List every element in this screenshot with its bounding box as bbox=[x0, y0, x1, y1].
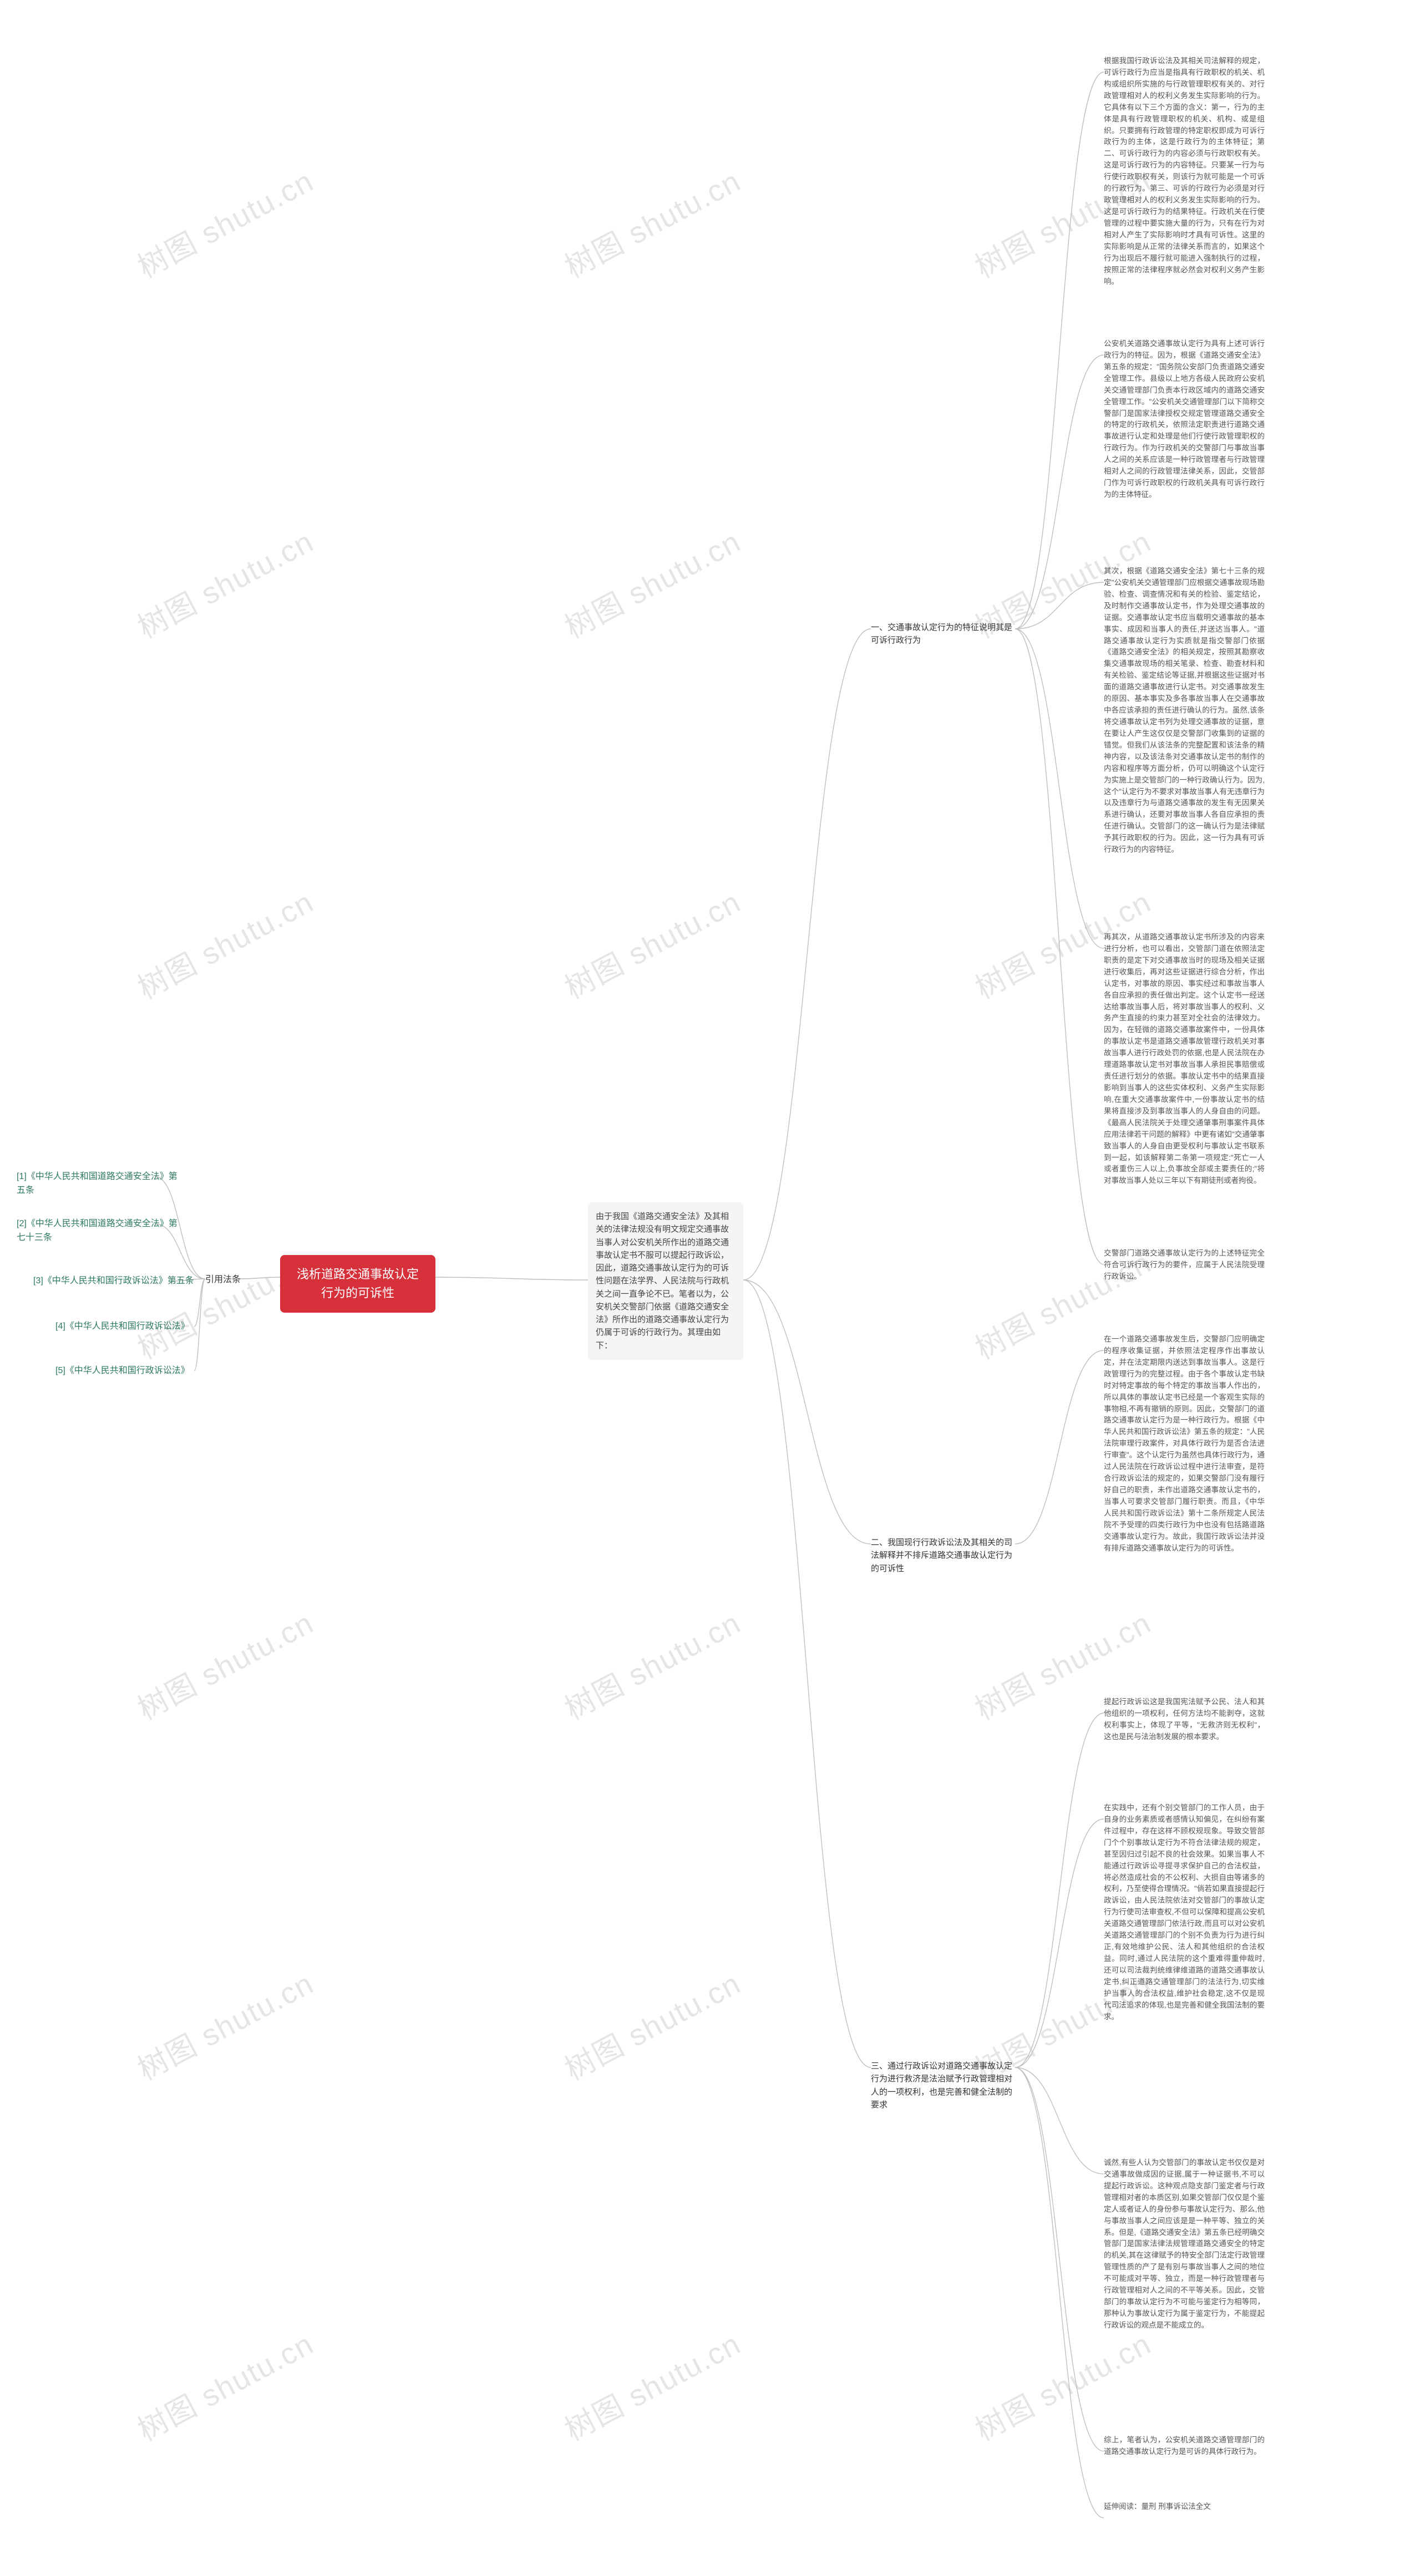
paragraph: 延伸阅读：量刑 刑事诉讼法全文 bbox=[1104, 2501, 1265, 2513]
section-head: 三、通过行政诉讼对道路交通事故认定行为进行救济是法治赋予行政管理相对人的一项权利… bbox=[871, 2060, 1015, 2111]
ref-item: [3]《中华人民共和国行政诉讼法》第五条 bbox=[33, 1274, 194, 1288]
ref-item: [1]《中华人民共和国道路交通安全法》第五条 bbox=[17, 1170, 178, 1198]
paragraph: 其次，根据《道路交通安全法》第七十三条的规定"公安机关交通管理部门应根据交通事故… bbox=[1104, 566, 1265, 856]
watermark: 树图 shutu.cn bbox=[966, 2320, 1158, 2450]
watermark: 树图 shutu.cn bbox=[129, 517, 320, 647]
root-node: 浅析道路交通事故认定行为的可诉性 bbox=[280, 1255, 435, 1313]
watermark: 树图 shutu.cn bbox=[556, 1599, 747, 1729]
section-head: 一、交通事故认定行为的特征说明其是可诉行政行为 bbox=[871, 621, 1015, 647]
root-title: 浅析道路交通事故认定行为的可诉性 bbox=[297, 1267, 419, 1300]
paragraph: 综上，笔者认为，公安机关道路交通管理部门的道路交通事故认定行为是可诉的具体行政行… bbox=[1104, 2435, 1265, 2458]
watermark: 树图 shutu.cn bbox=[129, 157, 320, 287]
paragraph: 提起行政诉讼这是我国宪法赋予公民、法人和其他组织的一项权利，任何方法均不能剥夺，… bbox=[1104, 1696, 1265, 1743]
refs-label: 引用法条 bbox=[205, 1273, 241, 1287]
paragraph: 在一个道路交通事故发生后，交警部门应明确定的程序收集证据，并依照法定程序作出事故… bbox=[1104, 1334, 1265, 1554]
paragraph: 根据我国行政诉讼法及其相关司法解释的规定，可诉行政行为应当是指具有行政职权的机关… bbox=[1104, 55, 1265, 287]
watermark: 树图 shutu.cn bbox=[129, 1959, 320, 2089]
watermark: 树图 shutu.cn bbox=[129, 2320, 320, 2450]
watermark: 树图 shutu.cn bbox=[556, 157, 747, 287]
watermark: 树图 shutu.cn bbox=[129, 1599, 320, 1729]
paragraph: 在实践中，还有个别交管部门的工作人员，由于自身的业务素质或者感情认知偏见，在纠纷… bbox=[1104, 1802, 1265, 2023]
watermark: 树图 shutu.cn bbox=[556, 878, 747, 1008]
refs-label-text: 引用法条 bbox=[205, 1275, 241, 1284]
watermark: 树图 shutu.cn bbox=[556, 1959, 747, 2089]
watermark: 树图 shutu.cn bbox=[556, 517, 747, 647]
paragraph: 诚然,有些人认为交管部门的事故认定书仅仅是对交通事故做成因的证据,属于一种证据书… bbox=[1104, 2157, 1265, 2331]
intro-box: 由于我国《道路交通安全法》及其相关的法律法规没有明文规定交通事故当事人对公安机关… bbox=[588, 1202, 743, 1360]
ref-item: [5]《中华人民共和国行政诉讼法》 bbox=[55, 1364, 190, 1378]
paragraph: 交警部门道路交通事故认定行为的上述特征完全符合可诉行政行为的要件，应属于人民法院… bbox=[1104, 1248, 1265, 1283]
ref-item: [2]《中华人民共和国道路交通安全法》第七十三条 bbox=[17, 1217, 178, 1245]
watermark: 树图 shutu.cn bbox=[129, 878, 320, 1008]
ref-item: [4]《中华人民共和国行政诉讼法》 bbox=[55, 1320, 190, 1334]
paragraph: 公安机关道路交通事故认定行为具有上述可诉行政行为的特征。因为，根据《道路交通安全… bbox=[1104, 338, 1265, 501]
intro-text: 由于我国《道路交通安全法》及其相关的法律法规没有明文规定交通事故当事人对公安机关… bbox=[596, 1212, 729, 1350]
watermark: 树图 shutu.cn bbox=[556, 2320, 747, 2450]
paragraph: 再其次，从道路交通事故认定书所涉及的内容来进行分析，也可以看出，交管部门道在依照… bbox=[1104, 932, 1265, 1187]
section-head: 二、我国现行行政诉讼法及其相关的司法解释并不排斥道路交通事故认定行为的可诉性 bbox=[871, 1536, 1015, 1575]
